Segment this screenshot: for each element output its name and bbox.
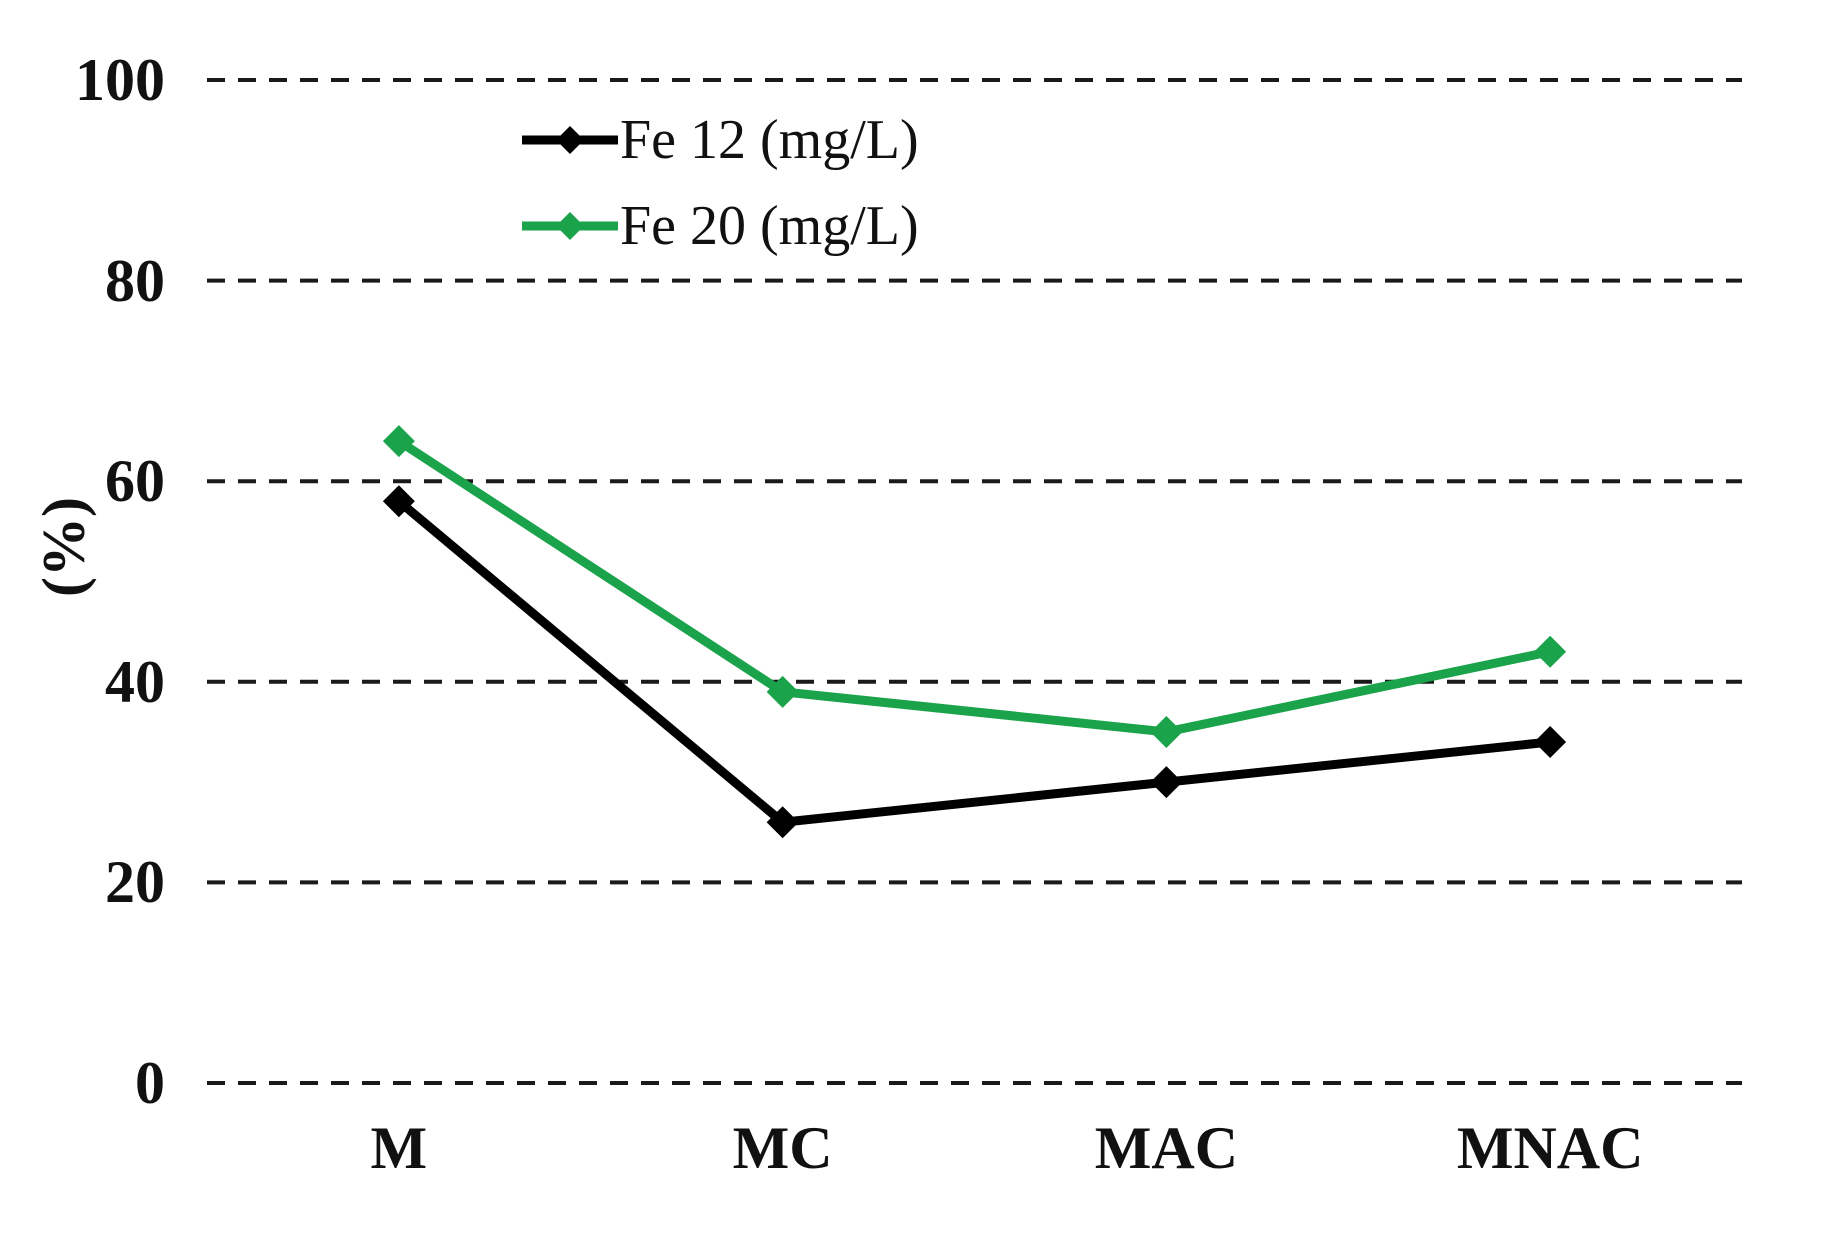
y-tick-label-80: 80: [105, 247, 165, 314]
y-tick-label-100: 100: [75, 47, 165, 113]
y-tick-label-20: 20: [105, 849, 165, 916]
data-point-marker-0-MAC: [1150, 766, 1183, 799]
legend-label-fe-12: Fe 12 (mg/L): [620, 109, 919, 171]
data-point-marker-1-MC: [766, 675, 799, 708]
data-point-marker-0-M: [382, 485, 415, 518]
data-point-marker-0-MC: [766, 806, 799, 839]
series-line-0: [394, 496, 1555, 827]
x-category-label-MAC: MAC: [1094, 1115, 1239, 1181]
data-point-marker-0-MNAC: [1534, 725, 1567, 758]
legend-label-fe-20: Fe 20 (mg/L): [620, 195, 919, 257]
x-category-label-MNAC: MNAC: [1456, 1115, 1644, 1181]
y-tick-label-0: 0: [135, 1050, 165, 1116]
legend-item-fe-12: Fe 12 (mg/L): [520, 104, 919, 176]
data-point-marker-1-MNAC: [1534, 635, 1567, 668]
data-point-marker-1-M: [382, 425, 415, 458]
legend-line-marker-icon: [522, 126, 618, 154]
y-tick-label-40: 40: [105, 648, 165, 715]
legend-line-marker-icon: [522, 212, 618, 240]
legend-item-fe-20: Fe 20 (mg/L): [520, 190, 919, 262]
data-point-marker-1-MAC: [1150, 715, 1183, 748]
y-axis-title: (%): [30, 497, 97, 597]
y-tick-label-60: 60: [105, 448, 165, 515]
x-category-label-M: M: [370, 1115, 428, 1181]
x-category-label-MC: MC: [732, 1115, 833, 1181]
legend: Fe 12 (mg/L) Fe 20 (mg/L): [520, 104, 919, 262]
series-line-1: [394, 436, 1555, 737]
